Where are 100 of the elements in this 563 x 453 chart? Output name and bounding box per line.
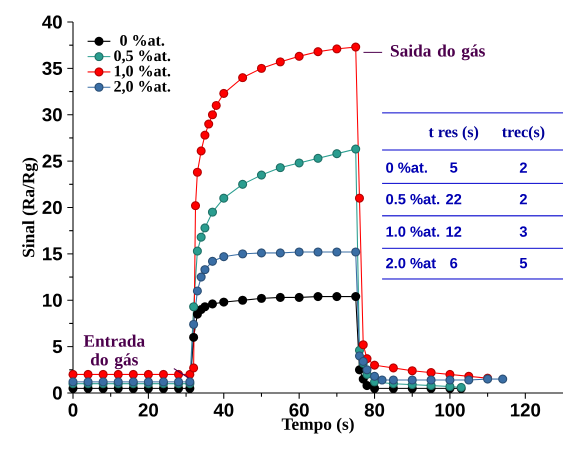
x-tick-label: 40 xyxy=(214,403,234,417)
point xyxy=(238,296,248,305)
point xyxy=(84,370,93,379)
point xyxy=(200,223,210,232)
annotation: 3 xyxy=(520,226,527,237)
x-tick-label: 60 xyxy=(289,403,309,417)
point xyxy=(313,47,323,56)
annotation: 1.0 %at. xyxy=(386,226,440,237)
legend-label: 1,0 %at. xyxy=(114,66,170,79)
point xyxy=(426,368,436,378)
point xyxy=(190,201,200,210)
y-tick-label: 15 xyxy=(43,247,62,260)
point xyxy=(498,374,508,384)
point xyxy=(196,272,206,282)
annotation: Entrada do gás xyxy=(84,334,145,370)
point xyxy=(192,246,202,256)
point xyxy=(294,158,304,168)
x-tick-label: 0 xyxy=(68,403,78,417)
point xyxy=(358,340,368,350)
point xyxy=(68,370,78,379)
annotation: 2.0 %at xyxy=(386,258,436,268)
annotation: trec(s) xyxy=(502,126,544,141)
point xyxy=(276,248,285,258)
point xyxy=(332,292,342,302)
point xyxy=(362,381,372,390)
point xyxy=(189,320,198,329)
point xyxy=(200,302,210,312)
point xyxy=(256,64,266,73)
legend-label: 0 %at. xyxy=(120,35,164,46)
legend-label: 0,5 %at. xyxy=(114,50,170,64)
point xyxy=(219,298,228,307)
point xyxy=(276,163,285,172)
point xyxy=(370,360,380,370)
point xyxy=(313,247,323,257)
point xyxy=(464,375,474,385)
point xyxy=(378,375,387,385)
point xyxy=(212,100,221,110)
point xyxy=(189,332,198,342)
point xyxy=(200,265,210,274)
y-axis-title: Sinal (Ra/Rg) xyxy=(22,158,38,257)
point xyxy=(208,208,217,217)
annotation: 22 xyxy=(446,194,462,204)
point xyxy=(256,294,266,303)
annotation: 0.5 %at. xyxy=(386,194,440,204)
point xyxy=(98,370,108,379)
point xyxy=(388,375,398,385)
point xyxy=(408,375,417,385)
point xyxy=(144,370,153,379)
annotation: 5 xyxy=(520,258,528,268)
point xyxy=(256,248,266,258)
point xyxy=(204,119,214,129)
point xyxy=(294,52,304,61)
point xyxy=(408,366,417,376)
point xyxy=(192,168,202,177)
x-tick-label: 120 xyxy=(510,403,540,417)
point xyxy=(189,363,198,372)
point xyxy=(351,292,360,302)
point xyxy=(256,170,266,180)
legend-label: 2,0 %at. xyxy=(114,80,170,94)
point xyxy=(388,363,398,372)
point xyxy=(200,130,210,140)
point xyxy=(192,286,202,296)
point xyxy=(114,370,123,379)
y-tick-label: 0 xyxy=(52,386,62,400)
point xyxy=(354,194,364,203)
point xyxy=(313,154,323,163)
point xyxy=(276,292,285,302)
point xyxy=(294,247,304,257)
point xyxy=(332,149,342,158)
annotation: 2 xyxy=(520,194,527,204)
point xyxy=(351,247,360,257)
point xyxy=(313,292,323,302)
x-tick-label: 80 xyxy=(364,403,384,417)
point xyxy=(294,292,304,302)
point xyxy=(128,370,138,379)
point xyxy=(426,375,436,385)
point xyxy=(362,365,372,374)
y-tick-label: 25 xyxy=(42,154,62,168)
x-tick-label: 100 xyxy=(436,403,465,417)
annotation: Saida do gás xyxy=(390,44,485,60)
point xyxy=(370,372,380,381)
y-tick-label: 40 xyxy=(42,15,62,29)
point xyxy=(208,110,217,120)
point xyxy=(238,249,248,258)
point xyxy=(208,299,217,308)
point xyxy=(219,252,228,262)
annotation: 6 xyxy=(450,258,458,268)
annotation: 12 xyxy=(446,226,462,237)
point xyxy=(238,73,248,82)
point xyxy=(351,144,360,154)
point xyxy=(196,146,206,156)
y-tick-label: 10 xyxy=(43,294,62,307)
point xyxy=(158,370,168,379)
point xyxy=(445,375,454,385)
point xyxy=(276,57,285,66)
point xyxy=(238,180,248,189)
x-axis-title: Tempo (s) xyxy=(282,418,354,434)
point xyxy=(219,88,228,98)
y-tick-label: 35 xyxy=(42,62,62,75)
point xyxy=(332,247,342,257)
